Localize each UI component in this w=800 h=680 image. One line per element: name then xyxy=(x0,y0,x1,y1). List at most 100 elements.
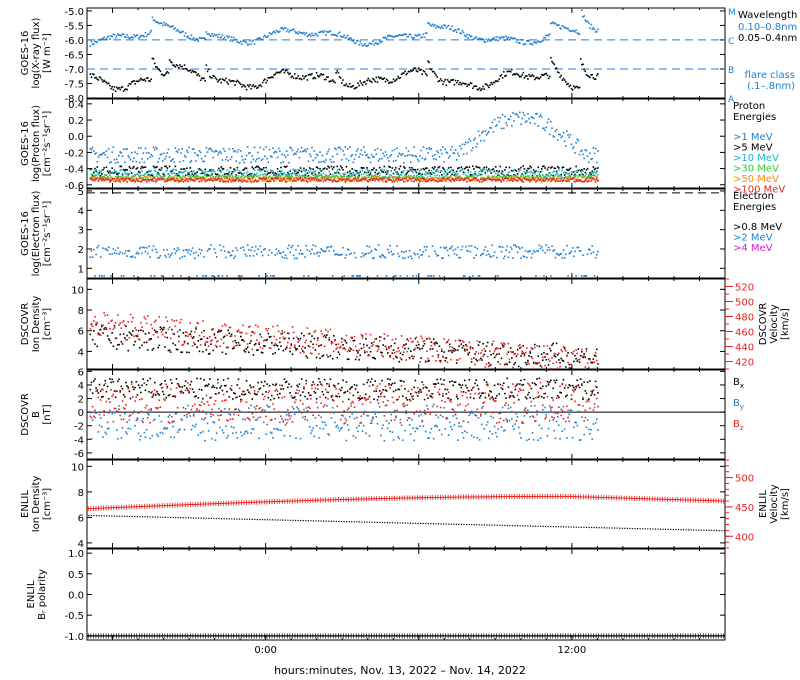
data-point xyxy=(175,348,178,351)
data-point xyxy=(151,16,154,19)
y-axis-label-line: log(Electron flux) xyxy=(31,191,42,277)
data-point xyxy=(252,180,255,183)
data-point xyxy=(264,78,266,80)
data-point xyxy=(540,177,543,180)
data-point xyxy=(483,249,486,251)
data-point xyxy=(561,257,564,259)
data-point xyxy=(392,178,395,180)
data-point xyxy=(337,171,340,174)
data-point xyxy=(460,179,463,181)
data-point xyxy=(122,180,125,183)
data-point xyxy=(96,176,99,179)
data-point xyxy=(504,75,506,77)
data-point xyxy=(563,140,566,143)
data-point xyxy=(145,152,148,154)
data-point xyxy=(156,173,158,176)
data-point xyxy=(314,329,317,332)
data-point xyxy=(524,176,527,179)
data-point xyxy=(431,70,434,73)
data-point xyxy=(375,178,378,180)
data-point xyxy=(516,179,519,181)
data-point xyxy=(190,71,193,74)
data-point xyxy=(217,36,219,39)
data-point xyxy=(252,254,255,257)
data-point xyxy=(384,36,387,39)
data-point xyxy=(447,171,450,174)
data-point xyxy=(265,275,267,277)
data-point xyxy=(505,35,507,38)
data-point xyxy=(302,350,304,352)
data-point xyxy=(381,157,383,160)
data-point xyxy=(365,178,367,180)
data-point xyxy=(361,176,364,179)
data-point xyxy=(519,347,521,349)
data-point xyxy=(581,350,583,353)
data-point xyxy=(153,166,156,169)
data-point xyxy=(233,36,235,39)
data-point xyxy=(143,174,146,176)
data-point xyxy=(163,175,165,177)
data-point xyxy=(285,175,288,177)
data-point xyxy=(148,33,150,36)
data-point xyxy=(404,257,406,260)
data-point xyxy=(493,251,496,253)
data-point xyxy=(280,166,282,169)
data-point xyxy=(438,177,441,179)
data-point xyxy=(320,330,322,332)
data-point xyxy=(450,79,452,82)
data-point xyxy=(174,165,177,168)
data-point xyxy=(562,360,565,362)
data-point xyxy=(221,78,224,80)
data-point xyxy=(442,83,444,86)
data-point xyxy=(239,247,242,249)
data-point xyxy=(573,30,575,32)
data-point xyxy=(347,249,350,251)
data-point xyxy=(98,38,101,41)
data-point xyxy=(191,175,194,178)
data-point xyxy=(137,338,140,340)
data-point xyxy=(161,275,164,277)
data-point xyxy=(330,179,333,182)
data-point xyxy=(570,250,573,253)
legend-title: Electron xyxy=(733,191,774,202)
data-point xyxy=(135,176,138,179)
data-point xyxy=(445,84,448,87)
data-point xyxy=(401,72,404,75)
data-point xyxy=(191,148,194,150)
data-point xyxy=(432,178,435,181)
data-point xyxy=(227,180,229,183)
data-point xyxy=(96,161,99,163)
data-point xyxy=(264,173,266,175)
data-point xyxy=(415,171,418,174)
data-point xyxy=(141,78,143,81)
data-point xyxy=(124,171,126,174)
data-point xyxy=(426,178,428,181)
data-point xyxy=(300,174,303,177)
data-point xyxy=(150,323,153,326)
data-point xyxy=(429,148,432,151)
data-point xyxy=(417,179,420,182)
data-point xyxy=(337,177,340,180)
data-point xyxy=(190,330,193,333)
data-point xyxy=(436,342,438,345)
data-point xyxy=(257,349,259,351)
data-point xyxy=(562,25,565,28)
data-point xyxy=(215,78,218,81)
data-point xyxy=(217,173,219,176)
data-point xyxy=(248,176,250,179)
data-point xyxy=(249,173,251,175)
data-point xyxy=(258,166,260,169)
data-point xyxy=(277,175,280,178)
data-point xyxy=(281,180,283,182)
data-point xyxy=(289,176,291,178)
data-point xyxy=(331,179,334,181)
data-point xyxy=(150,338,153,340)
data-point xyxy=(234,335,236,337)
data-point xyxy=(101,176,103,178)
data-point xyxy=(249,151,251,154)
data-point xyxy=(249,342,251,345)
data-point xyxy=(198,169,201,171)
data-point xyxy=(97,333,100,336)
data-point xyxy=(535,362,537,364)
data-point xyxy=(171,61,173,64)
